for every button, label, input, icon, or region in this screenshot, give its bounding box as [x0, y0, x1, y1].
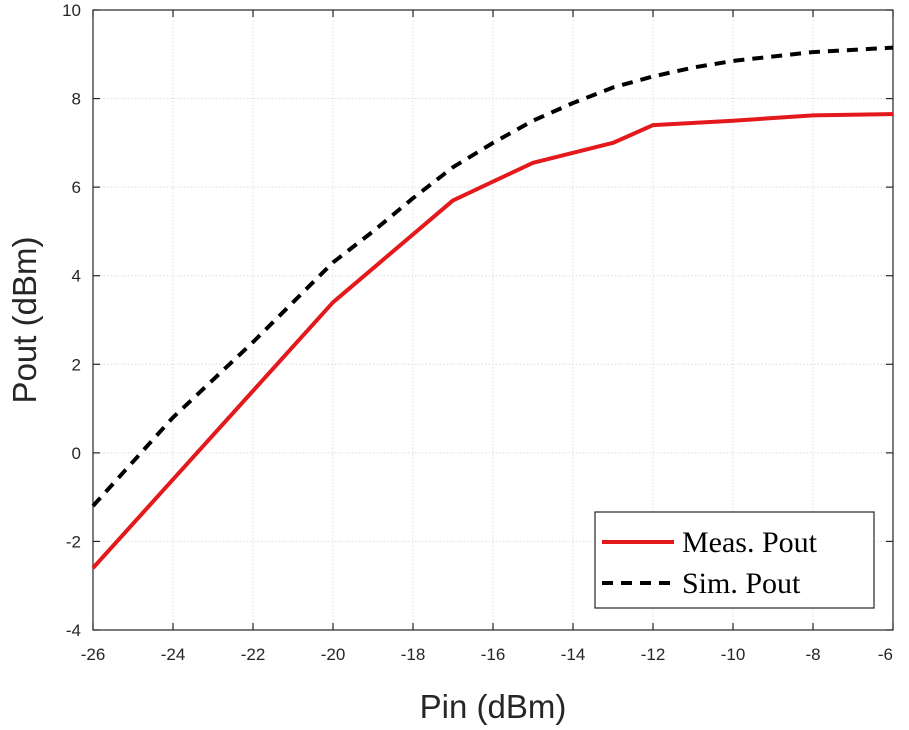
x-axis-ticks: -26 -24 -22 -20 -18 -16 -14 -12 -10 -8 -6 [81, 10, 894, 664]
x-axis-title: Pin (dBm) [420, 688, 567, 725]
y-tick-label: -2 [66, 532, 81, 551]
x-tick-label: -16 [481, 645, 506, 664]
y-tick-label: 2 [72, 355, 81, 374]
x-tick-label: -26 [81, 645, 106, 664]
y-tick-label: -4 [66, 621, 81, 640]
x-tick-label: -14 [561, 645, 586, 664]
x-tick-label: -24 [161, 645, 186, 664]
y-axis-ticks: -4 -2 0 2 4 6 8 10 [62, 1, 893, 640]
series-layer [91, 45, 894, 570]
legend-label-sim-pout: Sim. Pout [682, 567, 801, 600]
y-tick-label: 4 [72, 267, 81, 286]
y-tick-label: 0 [72, 444, 81, 463]
x-tick-label: -10 [721, 645, 746, 664]
legend: Meas. Pout Sim. Pout [594, 511, 875, 609]
legend-label-meas-pout: Meas. Pout [682, 526, 818, 559]
legend-box [594, 511, 875, 609]
x-tick-label: -20 [321, 645, 346, 664]
x-tick-label: -6 [878, 645, 893, 664]
x-tick-label: -18 [401, 645, 426, 664]
x-tick-label: -22 [241, 645, 266, 664]
series-line-meas-pout [91, 112, 894, 570]
x-tick-label: -12 [641, 645, 666, 664]
x-tick-label: -8 [805, 645, 820, 664]
series-line-sim-pout [91, 45, 894, 508]
y-axis-title: Pout (dBm) [6, 237, 43, 404]
y-tick-label: 8 [72, 90, 81, 109]
y-tick-label: 6 [72, 178, 81, 197]
y-tick-label: 10 [62, 1, 81, 20]
